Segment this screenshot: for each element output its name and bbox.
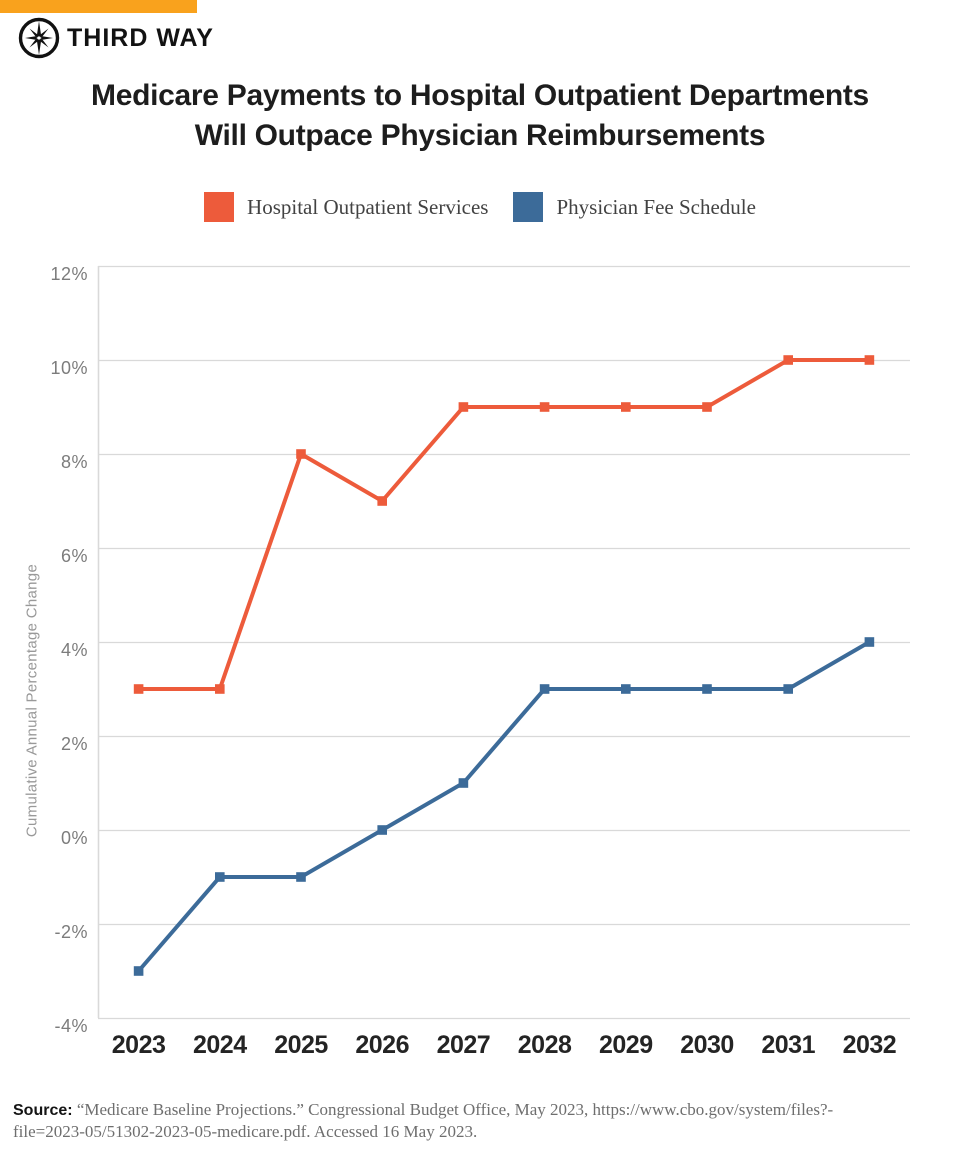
data-point-marker [296, 872, 306, 882]
data-point-marker [783, 684, 793, 694]
y-tick-label: 6% [60, 546, 88, 566]
data-point-marker [215, 684, 225, 694]
data-point-marker [621, 402, 631, 412]
data-point-marker [377, 825, 387, 835]
y-tick-label: 0% [60, 828, 88, 848]
data-point-marker [133, 966, 144, 976]
data-point-marker [783, 355, 793, 365]
data-point-marker [621, 684, 631, 694]
y-tick-label: 8% [60, 452, 88, 472]
data-point-marker [864, 355, 875, 365]
source-text-line2: file=2023-05/51302-2023-05-medicare.pdf.… [13, 1122, 478, 1141]
y-tick-label: -2% [54, 922, 88, 942]
y-tick-label: 10% [50, 358, 88, 378]
data-point-marker [133, 684, 144, 694]
data-point-marker [864, 637, 875, 647]
series-line-0 [138, 358, 870, 691]
y-tick-label: 2% [60, 734, 88, 754]
chart-legend: Hospital Outpatient Services Physician F… [0, 192, 960, 222]
brand-name: THIRD WAY [67, 23, 214, 52]
x-tick-label: 2027 [436, 1031, 491, 1059]
data-point-marker [539, 402, 550, 412]
chart-title-line1: Medicare Payments to Hospital Outpatient… [91, 79, 869, 112]
x-tick-label: 2023 [111, 1031, 166, 1059]
y-tick-label: 4% [60, 640, 88, 660]
x-tick-label: 2032 [842, 1031, 897, 1059]
data-point-marker [458, 778, 469, 788]
data-point-marker [377, 496, 387, 506]
x-tick-label: 2024 [192, 1031, 247, 1059]
legend-item-physician-fee: Physician Fee Schedule [513, 192, 756, 222]
source-note: Source: “Medicare Baseline Projections.”… [13, 1099, 948, 1142]
legend-swatch-blue [513, 192, 544, 222]
data-point-marker [539, 684, 550, 694]
data-point-marker [215, 872, 225, 882]
x-tick-label: 2030 [680, 1031, 734, 1059]
data-point-marker [702, 684, 712, 694]
compass-logo-icon [18, 17, 60, 59]
x-tick-label: 2026 [355, 1031, 409, 1059]
x-tick-label: 2031 [761, 1031, 815, 1059]
series-line-1 [137, 640, 871, 973]
x-tick-label: 2029 [598, 1031, 653, 1059]
data-point-marker [296, 449, 306, 459]
y-axis-title: Cumulative Annual Percentage Change [23, 563, 41, 838]
y-tick-label: 12% [50, 264, 88, 284]
x-tick-label: 2028 [517, 1031, 572, 1059]
chart-title-line2: Will Outpace Physician Reimbursements [194, 119, 766, 152]
data-point-marker [702, 402, 712, 412]
source-label: Source: [13, 1102, 73, 1119]
legend-label-physician-fee: Physician Fee Schedule [556, 194, 756, 219]
legend-item-hospital-outpatient: Hospital Outpatient Services [204, 192, 488, 222]
chart-title: Medicare Payments to Hospital Outpatient… [0, 76, 960, 156]
x-tick-label: 2025 [274, 1031, 328, 1059]
brand-header: THIRD WAY [18, 17, 214, 59]
y-tick-label: -4% [54, 1016, 88, 1036]
brand-accent-bar [0, 0, 197, 13]
legend-swatch-orange [204, 192, 235, 222]
source-text-line1: “Medicare Baseline Projections.” Congres… [76, 1100, 834, 1119]
legend-label-hospital-outpatient: Hospital Outpatient Services [247, 194, 489, 219]
line-chart-plot [97, 265, 910, 1020]
data-point-marker [458, 402, 469, 412]
